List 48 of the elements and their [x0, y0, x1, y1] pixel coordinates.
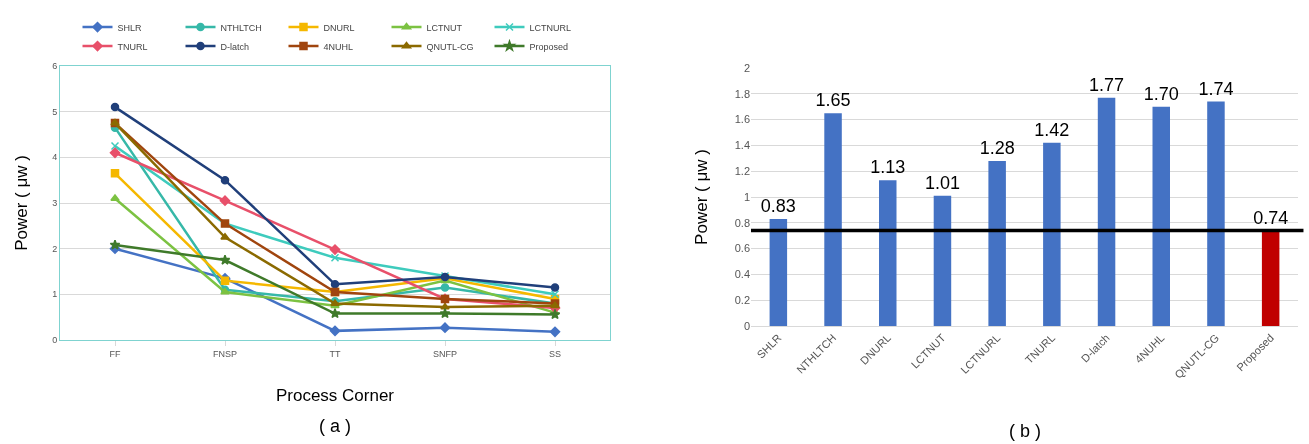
data-label: 1.01 [924, 172, 960, 193]
y-tick-label: 1.6 [734, 113, 750, 126]
y-tick-label: 0 [743, 319, 750, 332]
x-tick-label: TT [329, 348, 341, 359]
y-tick-label: 1.2 [734, 165, 750, 178]
y-tick-label: 1.4 [734, 139, 750, 152]
data-label: 1.65 [815, 90, 851, 111]
y-axis-title: Power ( μw ) [11, 155, 31, 251]
y-tick-label: 0.6 [734, 242, 750, 255]
text: ( b ) [1009, 421, 1042, 441]
x-tick-label: FF [109, 348, 121, 359]
data-label: 0.74 [1253, 207, 1289, 228]
legend-label: SHLR [117, 22, 143, 33]
y-tick-label: 6 [52, 61, 58, 72]
data-label: 0.83 [760, 195, 796, 216]
legend-label: D-latch [220, 41, 250, 52]
data-label: 1.77 [1089, 74, 1125, 95]
legend-label: Proposed [529, 41, 569, 52]
x-tick-label: SS [548, 348, 562, 359]
legend-label: TNURL [117, 41, 148, 52]
data-label: 1.28 [979, 137, 1015, 158]
y-tick-label: 3 [52, 198, 58, 209]
x-axis-title: Process Corner [275, 386, 395, 405]
legend-label: QNUTL-CG [426, 41, 474, 52]
y-tick-label: 1 [52, 289, 58, 300]
y-tick-label: 2 [743, 61, 750, 74]
data-label: 1.42 [1034, 119, 1070, 140]
x-tick-label: SNFP [432, 348, 458, 359]
y-tick-label: 2 [52, 243, 58, 254]
data-label: 1.70 [1143, 83, 1179, 104]
y-tick-label: 4 [52, 152, 58, 163]
y-tick-label: 0.2 [734, 294, 750, 307]
y-tick-label: 0 [52, 335, 58, 346]
legend-label: 4NUHL [323, 41, 354, 52]
data-label: 1.13 [870, 157, 906, 178]
legend-label: DNURL [323, 22, 355, 33]
y-tick-label: 5 [52, 106, 58, 117]
text: ( a ) [319, 416, 352, 436]
x-tick-label: FNSP [212, 348, 238, 359]
y-tick-label: 1 [743, 190, 750, 203]
y-tick-label: 0.8 [734, 216, 750, 229]
y-tick-label: 1.8 [734, 87, 750, 100]
data-label: 1.74 [1198, 78, 1234, 99]
legend-label: LCTNUT [426, 22, 463, 33]
y-tick-label: 0.4 [734, 268, 750, 281]
legend-label: LCTNURL [529, 22, 572, 33]
legend-label: NTHLTCH [220, 22, 262, 33]
y-axis-title: Power ( μw ) [692, 149, 712, 245]
